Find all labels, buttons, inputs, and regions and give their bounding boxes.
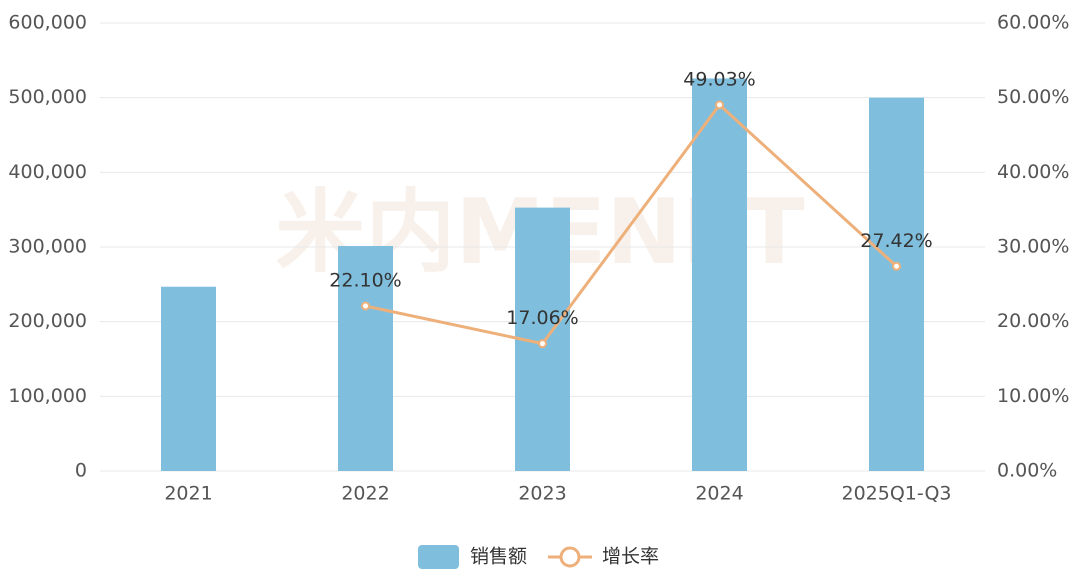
data-label: 49.03% bbox=[683, 68, 755, 90]
y-tick-label: 200,000 bbox=[8, 310, 87, 332]
data-label: 27.42% bbox=[860, 230, 932, 252]
y-tick-label: 300,000 bbox=[8, 236, 87, 258]
x-tick-label: 2023 bbox=[518, 483, 566, 505]
x-tick-label: 2021 bbox=[164, 483, 212, 505]
bar bbox=[692, 78, 747, 471]
y-tick-label: 400,000 bbox=[8, 161, 87, 183]
data-label: 22.10% bbox=[329, 269, 401, 291]
line-point bbox=[538, 339, 547, 349]
line-point bbox=[361, 301, 370, 311]
y2-tick-label: 0.00% bbox=[997, 460, 1057, 482]
bar bbox=[338, 245, 393, 471]
bar bbox=[161, 286, 216, 471]
data-label: 17.06% bbox=[506, 307, 578, 329]
y2-tick-label: 10.00% bbox=[997, 385, 1069, 407]
legend-swatch bbox=[418, 545, 459, 569]
bar bbox=[869, 97, 924, 472]
x-tick-label: 2024 bbox=[695, 483, 743, 505]
y2-tick-label: 60.00% bbox=[997, 12, 1069, 34]
y-tick-label: 100,000 bbox=[8, 385, 87, 407]
line-point bbox=[715, 100, 724, 110]
legend-label: 销售额 bbox=[470, 546, 527, 568]
y2-tick-label: 40.00% bbox=[997, 161, 1069, 183]
y-tick-label: 0 bbox=[75, 460, 87, 482]
x-tick-label: 2025Q1-Q3 bbox=[842, 483, 952, 505]
line bbox=[365, 102, 898, 346]
y2-tick-label: 30.00% bbox=[997, 236, 1069, 258]
x-tick-label: 2022 bbox=[341, 483, 389, 505]
line-point bbox=[892, 261, 901, 271]
y2-tick-label: 50.00% bbox=[997, 86, 1069, 108]
legend-swatch bbox=[559, 546, 581, 568]
legend-label: 增长率 bbox=[602, 546, 659, 568]
y2-tick-label: 20.00% bbox=[997, 310, 1069, 332]
y-tick-label: 500,000 bbox=[8, 86, 87, 108]
y-tick-label: 600,000 bbox=[8, 12, 87, 34]
